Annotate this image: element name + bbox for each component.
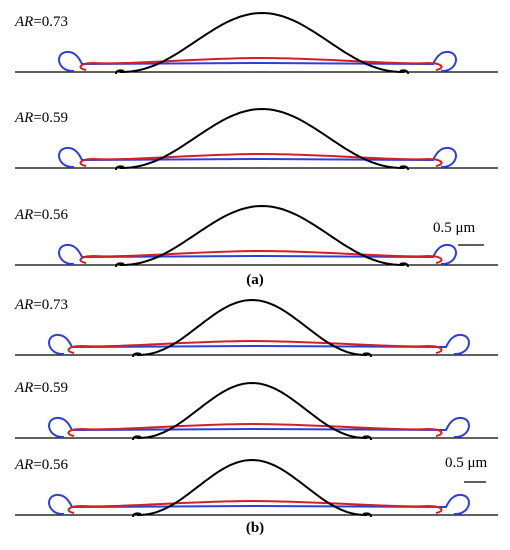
ar-symbol: AR bbox=[14, 297, 33, 313]
blue-profile bbox=[58, 50, 457, 73]
blue-profile bbox=[58, 146, 457, 169]
ar-symbol: AR bbox=[14, 380, 33, 396]
ar-value: =0.56 bbox=[33, 207, 68, 223]
ar-label: AR=0.56 bbox=[14, 457, 69, 473]
ar-value: =0.73 bbox=[33, 14, 68, 30]
red-profile bbox=[79, 152, 443, 167]
black-foot bbox=[132, 352, 372, 358]
red-profile bbox=[67, 339, 443, 354]
black-profile bbox=[120, 11, 404, 73]
ar-symbol: AR bbox=[14, 110, 33, 126]
scale-bar-label: 0.5 μm bbox=[445, 455, 488, 471]
black-profile bbox=[120, 204, 404, 266]
ar-value: =0.56 bbox=[33, 457, 68, 473]
black-profile bbox=[137, 458, 367, 516]
ar-label: AR=0.59 bbox=[14, 380, 68, 396]
ar-value: =0.73 bbox=[33, 297, 68, 313]
black-foot bbox=[115, 165, 409, 171]
ar-label: AR=0.73 bbox=[14, 14, 68, 30]
red-profile bbox=[79, 56, 443, 71]
ar-symbol: AR bbox=[14, 207, 33, 223]
ar-symbol: AR bbox=[14, 14, 33, 30]
red-profile bbox=[67, 422, 443, 437]
ar-value: =0.59 bbox=[33, 110, 68, 126]
black-profile bbox=[137, 298, 367, 356]
black-foot bbox=[132, 435, 372, 441]
ar-value: =0.59 bbox=[33, 380, 68, 396]
blue-profile bbox=[58, 243, 457, 266]
black-foot bbox=[132, 512, 372, 518]
black-foot bbox=[115, 262, 409, 268]
blue-profile bbox=[48, 416, 470, 439]
panel-label: (b) bbox=[246, 520, 264, 536]
red-profile bbox=[67, 499, 443, 514]
red-profile bbox=[79, 249, 443, 264]
ar-label: AR=0.59 bbox=[14, 110, 68, 126]
black-profile bbox=[137, 381, 367, 439]
black-profile bbox=[120, 107, 404, 169]
ar-label: AR=0.73 bbox=[14, 297, 68, 313]
ar-symbol: AR bbox=[14, 457, 33, 473]
scale-bar-label: 0.5 μm bbox=[433, 220, 476, 236]
black-foot bbox=[115, 69, 409, 75]
ar-label: AR=0.56 bbox=[14, 207, 69, 223]
panel-label: (a) bbox=[246, 272, 264, 288]
blue-profile bbox=[48, 333, 470, 356]
blue-profile bbox=[48, 493, 470, 516]
